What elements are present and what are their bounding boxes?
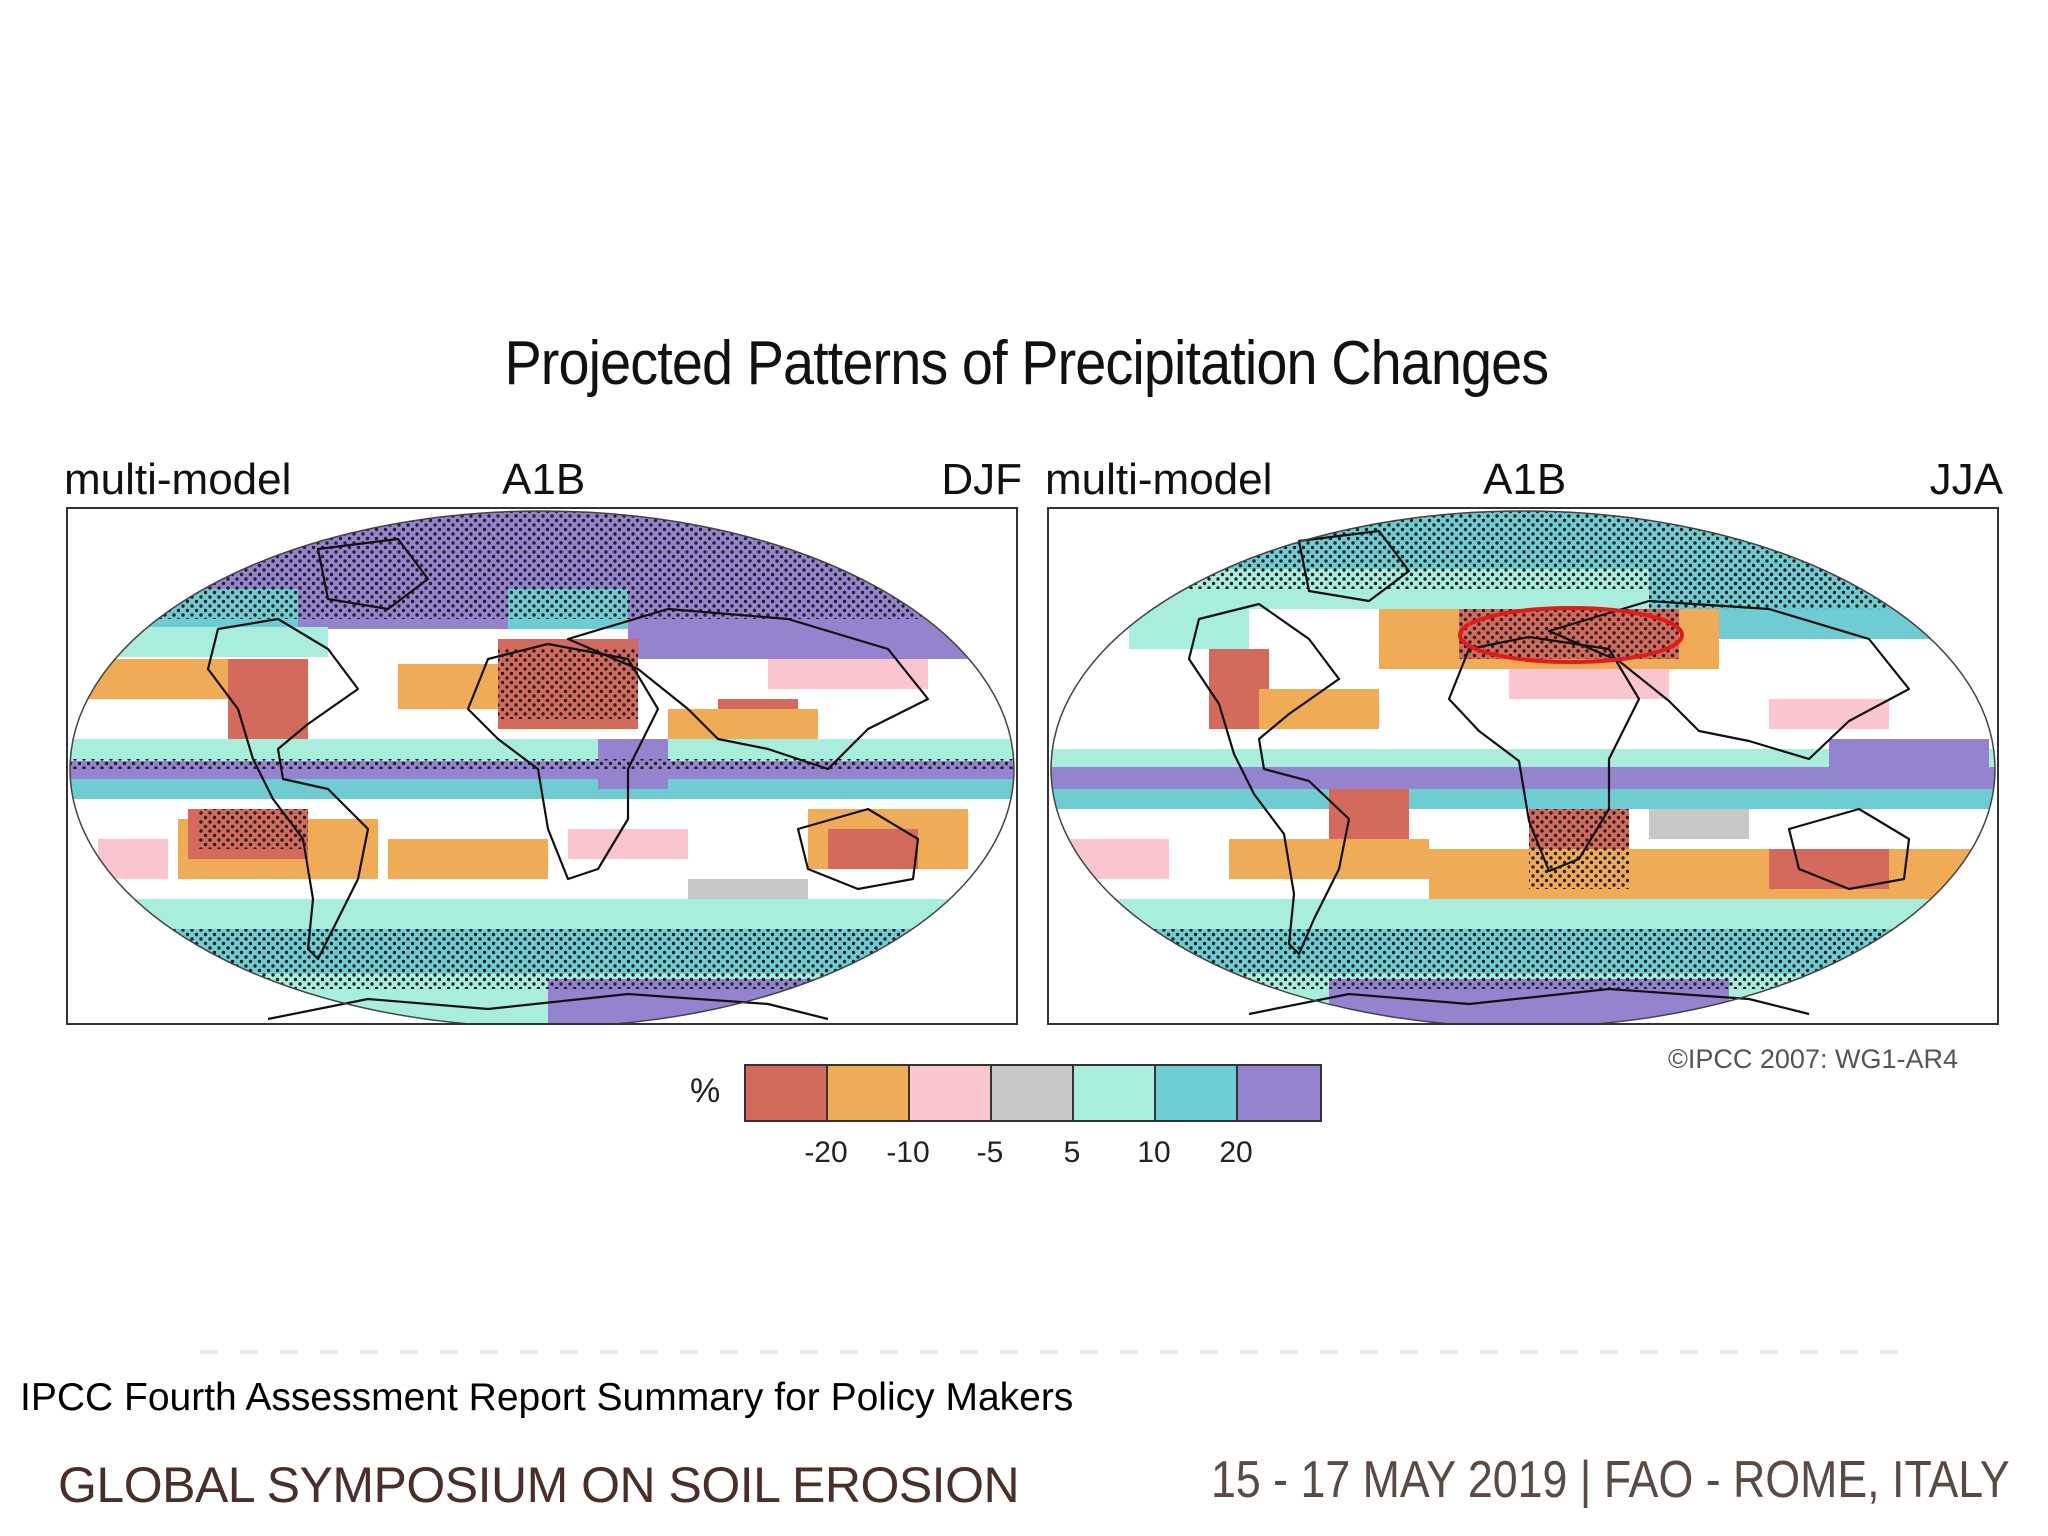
panel-model-label: multi-model xyxy=(1045,455,1273,504)
footer-divider xyxy=(200,1350,1900,1354)
symposium-name: GLOBAL SYMPOSIUM ON SOIL EROSION xyxy=(58,1457,1020,1513)
legend-tick-label: 10 xyxy=(1137,1136,1171,1169)
legend-tick-label: -5 xyxy=(976,1136,1004,1169)
panel-scenario-label: A1B xyxy=(502,455,586,504)
legend-swatch xyxy=(1238,1066,1320,1120)
legend-swatch xyxy=(828,1066,910,1120)
figure-title: Projected Patterns of Precipitation Chan… xyxy=(504,329,1549,398)
map-panel-jja: multi-model A1B JJA xyxy=(1043,455,2003,1035)
color-legend: % -20 -10 -5 5 10 20 xyxy=(690,1064,1350,1184)
legend-swatch xyxy=(992,1066,1074,1120)
copyright-credit: ©IPCC 2007: WG1-AR4 xyxy=(1668,1044,1958,1074)
legend-swatch xyxy=(910,1066,992,1120)
legend-swatch xyxy=(1074,1066,1156,1120)
panel-season-label: JJA xyxy=(1929,455,2003,504)
map-frame xyxy=(66,507,1018,1025)
precipitation-map-djf xyxy=(69,510,1015,1023)
map-frame xyxy=(1047,507,1999,1025)
legend-color-bar xyxy=(744,1064,1322,1122)
highlight-ellipse xyxy=(1458,606,1684,664)
panel-scenario-label: A1B xyxy=(1483,455,1567,504)
legend-tick-label: -10 xyxy=(886,1136,930,1169)
legend-unit: % xyxy=(690,1072,721,1110)
legend-swatch xyxy=(1156,1066,1238,1120)
legend-tick-label: 20 xyxy=(1219,1136,1253,1169)
legend-tick-label: -20 xyxy=(804,1136,848,1169)
event-date-location: 15 - 17 MAY 2019 | FAO - ROME, ITALY xyxy=(1211,1451,2010,1509)
map-panel-djf: multi-model A1B DJF xyxy=(62,455,1022,1035)
panel-header: multi-model A1B JJA xyxy=(1043,455,2003,504)
source-caption: IPCC Fourth Assessment Report Summary fo… xyxy=(20,1376,1074,1419)
panel-model-label: multi-model xyxy=(64,455,292,504)
legend-swatch xyxy=(746,1066,828,1120)
panel-season-label: DJF xyxy=(941,455,1022,504)
legend-tick-label: 5 xyxy=(1063,1136,1081,1169)
precipitation-map-jja xyxy=(1050,510,1996,1023)
panel-header: multi-model A1B DJF xyxy=(62,455,1022,504)
